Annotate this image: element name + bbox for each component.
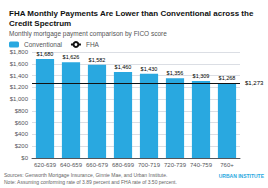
svg-text:$1,309: $1,309 <box>193 73 210 79</box>
svg-text:$1,600: $1,600 <box>10 61 29 67</box>
svg-text:$800: $800 <box>15 108 29 114</box>
svg-text:URBAN INSTITUTE: URBAN INSTITUTE <box>219 173 265 179</box>
svg-text:$1,800: $1,800 <box>10 49 29 55</box>
svg-text:760+: 760+ <box>220 162 234 168</box>
svg-text:$1,460: $1,460 <box>115 64 132 70</box>
svg-text:$1,273: $1,273 <box>245 80 264 86</box>
svg-text:$400: $400 <box>15 131 29 137</box>
svg-text:$200: $200 <box>15 143 29 149</box>
svg-text:680-699: 680-699 <box>112 162 135 168</box>
svg-text:FHA Monthly Payments Are Lower: FHA Monthly Payments Are Lower than Conv… <box>9 9 256 18</box>
svg-text:640-659: 640-659 <box>60 162 83 168</box>
svg-text:Monthly mortgage payment compa: Monthly mortgage payment comparison by F… <box>9 30 167 38</box>
svg-text:$1,430: $1,430 <box>141 66 158 72</box>
svg-text:620-639: 620-639 <box>34 162 57 168</box>
svg-text:660-679: 660-679 <box>86 162 109 168</box>
svg-text:$1,400: $1,400 <box>10 73 29 79</box>
svg-text:$600: $600 <box>15 120 29 126</box>
svg-text:700-719: 700-719 <box>138 162 161 168</box>
svg-text:$1,200: $1,200 <box>10 84 29 90</box>
svg-text:Credit Spectrum: Credit Spectrum <box>9 19 71 28</box>
svg-text:740-759: 740-759 <box>190 162 213 168</box>
svg-text:$0: $0 <box>21 155 28 161</box>
svg-text:FHA: FHA <box>86 41 100 48</box>
svg-text:$1,268: $1,268 <box>219 75 236 81</box>
svg-text:$1,356: $1,356 <box>167 70 184 76</box>
svg-text:$1,626: $1,626 <box>63 54 80 60</box>
svg-text:$1,582: $1,582 <box>89 57 106 63</box>
svg-text:Sources: Genworth Mortgage Ins: Sources: Genworth Mortgage Insurance, Gi… <box>4 172 167 178</box>
svg-text:Note: Assuming conforming rate: Note: Assuming conforming rate of 3.89 p… <box>4 179 177 185</box>
svg-text:720-739: 720-739 <box>164 162 187 168</box>
svg-text:$1,680: $1,680 <box>37 51 54 57</box>
svg-text:Conventional: Conventional <box>24 41 62 48</box>
svg-text:$1,000: $1,000 <box>10 96 29 102</box>
